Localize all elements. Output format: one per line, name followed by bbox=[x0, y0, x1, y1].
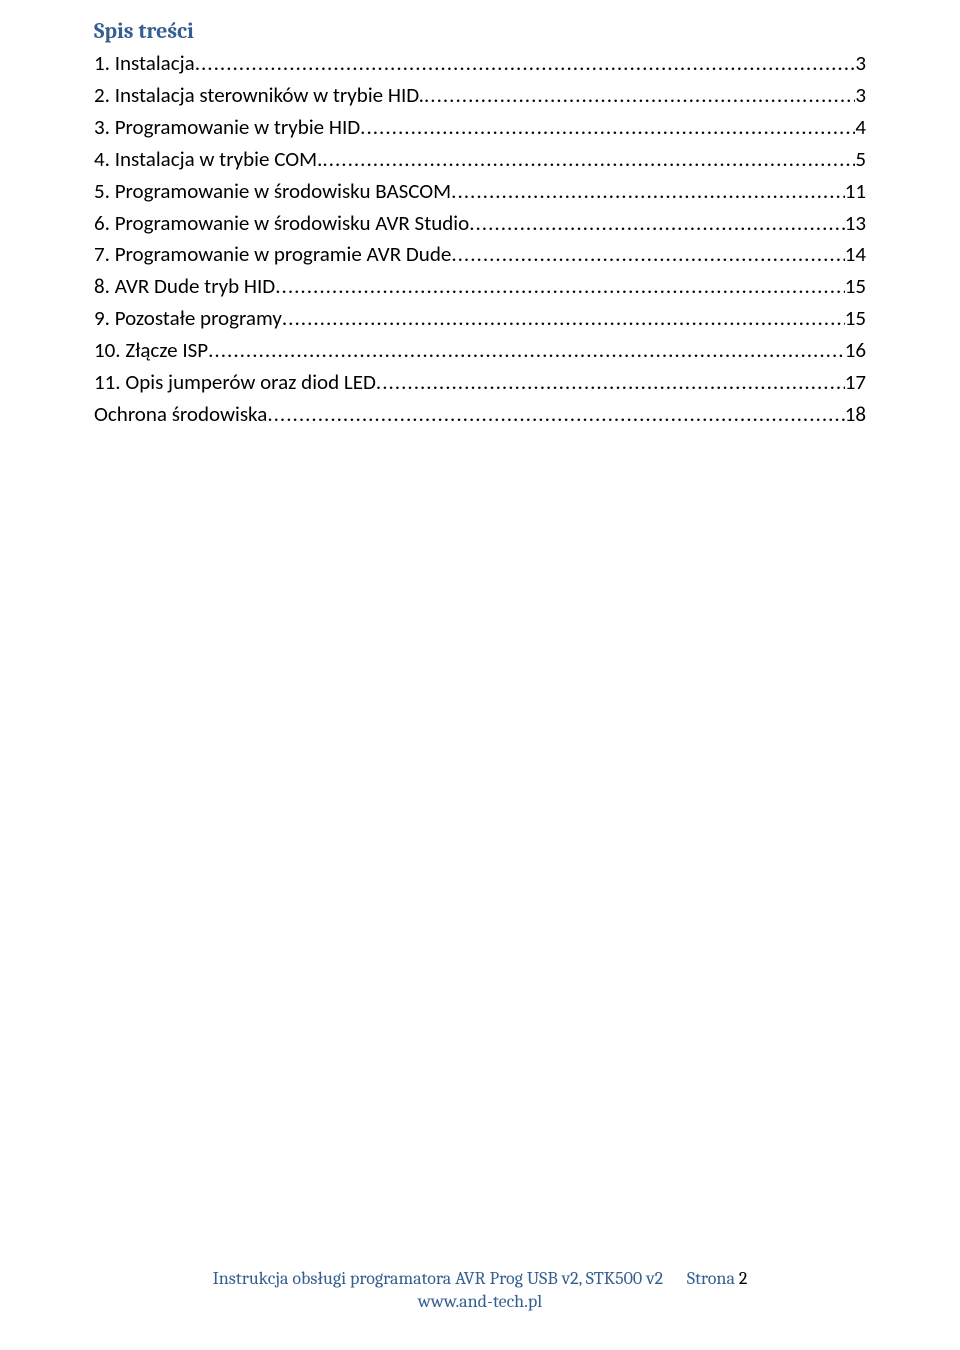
toc-item: 9. Pozostałe programy 15 bbox=[94, 303, 866, 335]
toc-item-page: 15 bbox=[845, 303, 866, 335]
toc-heading: Spis treści bbox=[94, 18, 866, 44]
toc-item-label: 7. Programowanie w programie AVR Dude bbox=[94, 239, 451, 271]
toc-dots bbox=[360, 112, 855, 144]
toc-list: 1. Instalacja 3 2. Instalacja sterownikó… bbox=[94, 48, 866, 431]
toc-item-label: 3. Programowanie w trybie HID bbox=[94, 112, 360, 144]
toc-dots bbox=[424, 80, 855, 112]
toc-item-page: 3 bbox=[855, 80, 866, 112]
toc-item: 6. Programowanie w środowisku AVR Studio… bbox=[94, 208, 866, 240]
toc-item-label: 2. Instalacja sterowników w trybie HID. bbox=[94, 80, 424, 112]
toc-dots bbox=[451, 176, 845, 208]
toc-item-label: 6. Programowanie w środowisku AVR Studio bbox=[94, 208, 469, 240]
toc-item: 2. Instalacja sterowników w trybie HID. … bbox=[94, 80, 866, 112]
toc-item-label: 8. AVR Dude tryb HID bbox=[94, 271, 275, 303]
toc-dots bbox=[195, 48, 856, 80]
toc-item-page: 11 bbox=[845, 176, 866, 208]
footer-page-number: 2 bbox=[739, 1268, 748, 1289]
toc-item-page: 17 bbox=[845, 367, 866, 399]
toc-dots bbox=[322, 144, 855, 176]
footer-url: www.and-tech.pl bbox=[0, 1291, 960, 1312]
toc-item-label: 1. Instalacja bbox=[94, 48, 195, 80]
toc-item-page: 13 bbox=[845, 208, 866, 240]
toc-dots bbox=[275, 271, 844, 303]
toc-item: Ochrona środowiska 18 bbox=[94, 399, 866, 431]
toc-dots bbox=[451, 239, 844, 271]
toc-dots bbox=[376, 367, 845, 399]
toc-item: 4. Instalacja w trybie COM. 5 bbox=[94, 144, 866, 176]
toc-dots bbox=[282, 303, 845, 335]
toc-item-page: 3 bbox=[855, 48, 866, 80]
toc-item: 11. Opis jumperów oraz diod LED 17 bbox=[94, 367, 866, 399]
toc-dots bbox=[469, 208, 845, 240]
toc-item: 10. Złącze ISP 16 bbox=[94, 335, 866, 367]
toc-item-label: 11. Opis jumperów oraz diod LED bbox=[94, 367, 376, 399]
toc-item: 3. Programowanie w trybie HID 4 bbox=[94, 112, 866, 144]
page-footer: Instrukcja obsługi programatora AVR Prog… bbox=[0, 1268, 960, 1312]
toc-item-label: 9. Pozostałe programy bbox=[94, 303, 282, 335]
toc-item: 5. Programowanie w środowisku BASCOM 11 bbox=[94, 176, 866, 208]
toc-item-page: 5 bbox=[855, 144, 866, 176]
toc-dots bbox=[208, 335, 845, 367]
toc-item-label: 4. Instalacja w trybie COM. bbox=[94, 144, 322, 176]
toc-item-label: 5. Programowanie w środowisku BASCOM bbox=[94, 176, 451, 208]
toc-item-page: 16 bbox=[845, 335, 866, 367]
toc-item-page: 15 bbox=[845, 271, 866, 303]
footer-title: Instrukcja obsługi programatora AVR Prog… bbox=[213, 1268, 664, 1289]
toc-item-label: Ochrona środowiska bbox=[94, 399, 267, 431]
toc-item: 1. Instalacja 3 bbox=[94, 48, 866, 80]
toc-dots bbox=[267, 399, 844, 431]
toc-item: 7. Programowanie w programie AVR Dude 14 bbox=[94, 239, 866, 271]
toc-item-label: 10. Złącze ISP bbox=[94, 335, 208, 367]
toc-item: 8. AVR Dude tryb HID 15 bbox=[94, 271, 866, 303]
toc-item-page: 14 bbox=[845, 239, 866, 271]
footer-page-label: Strona bbox=[687, 1268, 735, 1289]
toc-item-page: 18 bbox=[845, 399, 866, 431]
toc-item-page: 4 bbox=[855, 112, 866, 144]
